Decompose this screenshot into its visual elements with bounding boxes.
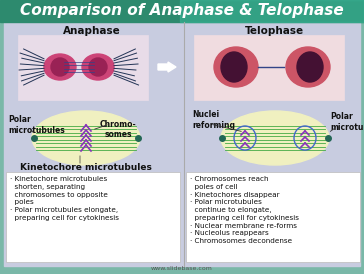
Ellipse shape [89, 58, 107, 76]
Text: Chromo-
somes: Chromo- somes [100, 120, 136, 139]
Bar [186, 172, 360, 262]
Text: · Chromosomes reach
  poles of cell
· Kinetochores disappear
· Polar microtubule: · Chromosomes reach poles of cell · Kine… [190, 176, 299, 244]
Bar [4, 22, 360, 266]
Text: Nuclei
reforming: Nuclei reforming [192, 110, 235, 130]
Ellipse shape [51, 58, 69, 76]
Ellipse shape [297, 52, 323, 82]
Bar [180, 0, 364, 22]
Ellipse shape [214, 47, 258, 87]
Bar [6, 172, 180, 262]
Text: Polar
microtubules: Polar microtubules [8, 115, 65, 135]
Bar [0, 0, 364, 22]
Ellipse shape [82, 54, 114, 80]
Ellipse shape [221, 111, 329, 165]
Ellipse shape [44, 54, 76, 80]
Text: Comparison of Anaphase & Telophase: Comparison of Anaphase & Telophase [20, 4, 344, 19]
Text: Kinetochore microtubules: Kinetochore microtubules [20, 164, 152, 173]
Text: Anaphase: Anaphase [63, 26, 121, 36]
Bar [18, 35, 148, 100]
Bar [194, 35, 344, 100]
Ellipse shape [286, 47, 330, 87]
FancyArrow shape [158, 62, 176, 72]
Text: Telophase: Telophase [245, 26, 304, 36]
Text: Polar
microtubules: Polar microtubules [330, 112, 364, 132]
Ellipse shape [221, 52, 247, 82]
Text: www.slidebase.com: www.slidebase.com [151, 266, 213, 270]
Text: · Kinetochore microtubules
  shorten, separating
  chromosomes to opposite
  pol: · Kinetochore microtubules shorten, sepa… [10, 176, 119, 221]
Ellipse shape [32, 111, 140, 165]
